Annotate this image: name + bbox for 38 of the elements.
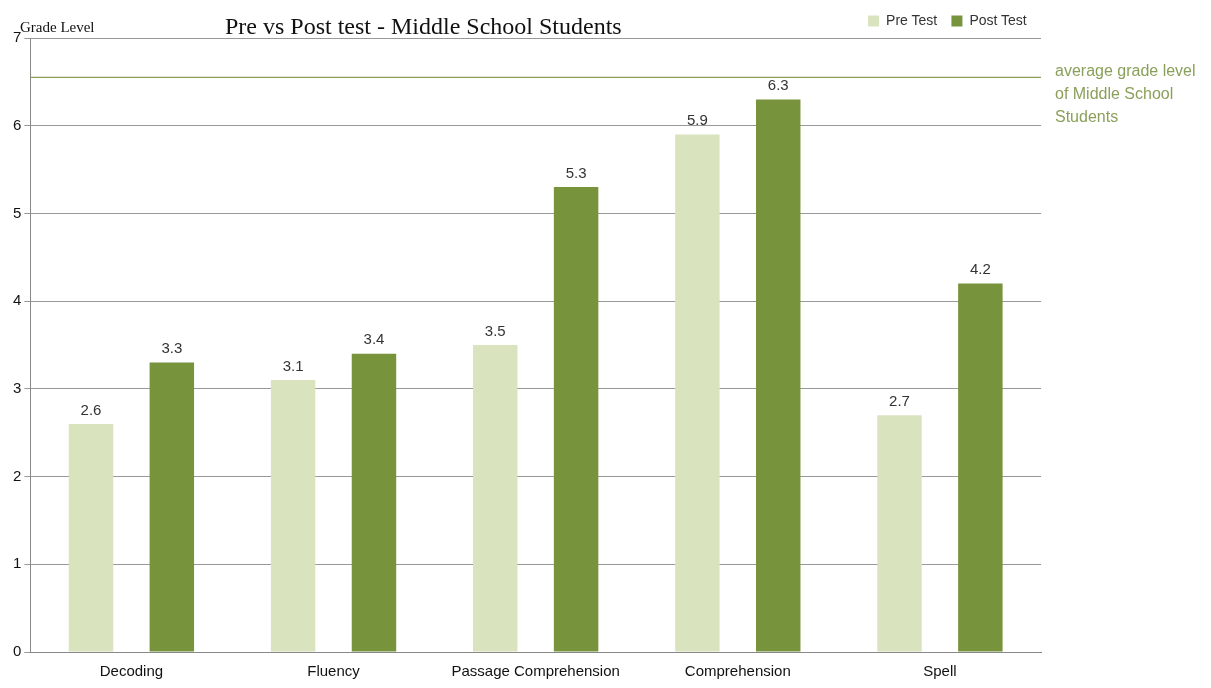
- ref-line-label: average grade level of Middle School Students: [1055, 61, 1196, 125]
- legend-label: Pre Test: [886, 11, 938, 28]
- y-tick-label: 1: [13, 554, 22, 572]
- y-tick-label: 2: [13, 466, 22, 484]
- data-label: 2.6: [80, 400, 102, 418]
- y-tick-label: 6: [13, 115, 22, 133]
- data-label: 6.3: [767, 76, 789, 94]
- bar: [675, 134, 720, 652]
- data-label: 3.3: [161, 339, 183, 357]
- data-label: 3.1: [282, 356, 304, 374]
- bar: [958, 283, 1003, 652]
- bar: [553, 187, 599, 652]
- data-label: 3.4: [363, 330, 385, 348]
- data-label: 3.5: [484, 321, 506, 339]
- bar: [68, 423, 114, 652]
- y-axis-title: Grade Level: [20, 18, 95, 35]
- x-tick-label: Comprehension: [684, 662, 791, 680]
- y-tick-label: 4: [13, 291, 22, 309]
- bar: [351, 353, 397, 652]
- y-tick-label: 3: [13, 379, 22, 396]
- data-label: 5.9: [686, 111, 708, 129]
- data-label: 5.3: [565, 163, 587, 181]
- bar: [756, 99, 801, 652]
- bar: [149, 362, 195, 652]
- x-tick-label: Passage Comprehension: [451, 662, 620, 680]
- bar: [473, 345, 518, 652]
- x-tick-label: Decoding: [99, 662, 164, 680]
- data-label: 4.2: [969, 260, 991, 278]
- y-tick-label: 0: [13, 642, 22, 660]
- x-tick-label: Fluency: [307, 662, 361, 680]
- y-tick-label: 5: [13, 203, 22, 221]
- y-tick-label: 7: [13, 28, 22, 46]
- bar: [877, 415, 922, 652]
- x-tick-label: Spell: [923, 662, 957, 680]
- data-label: 2.7: [889, 391, 910, 409]
- bar: [270, 380, 316, 652]
- legend-label: Post Test: [969, 11, 1027, 28]
- chart-title: Pre vs Post test - Middle School Students: [225, 13, 622, 40]
